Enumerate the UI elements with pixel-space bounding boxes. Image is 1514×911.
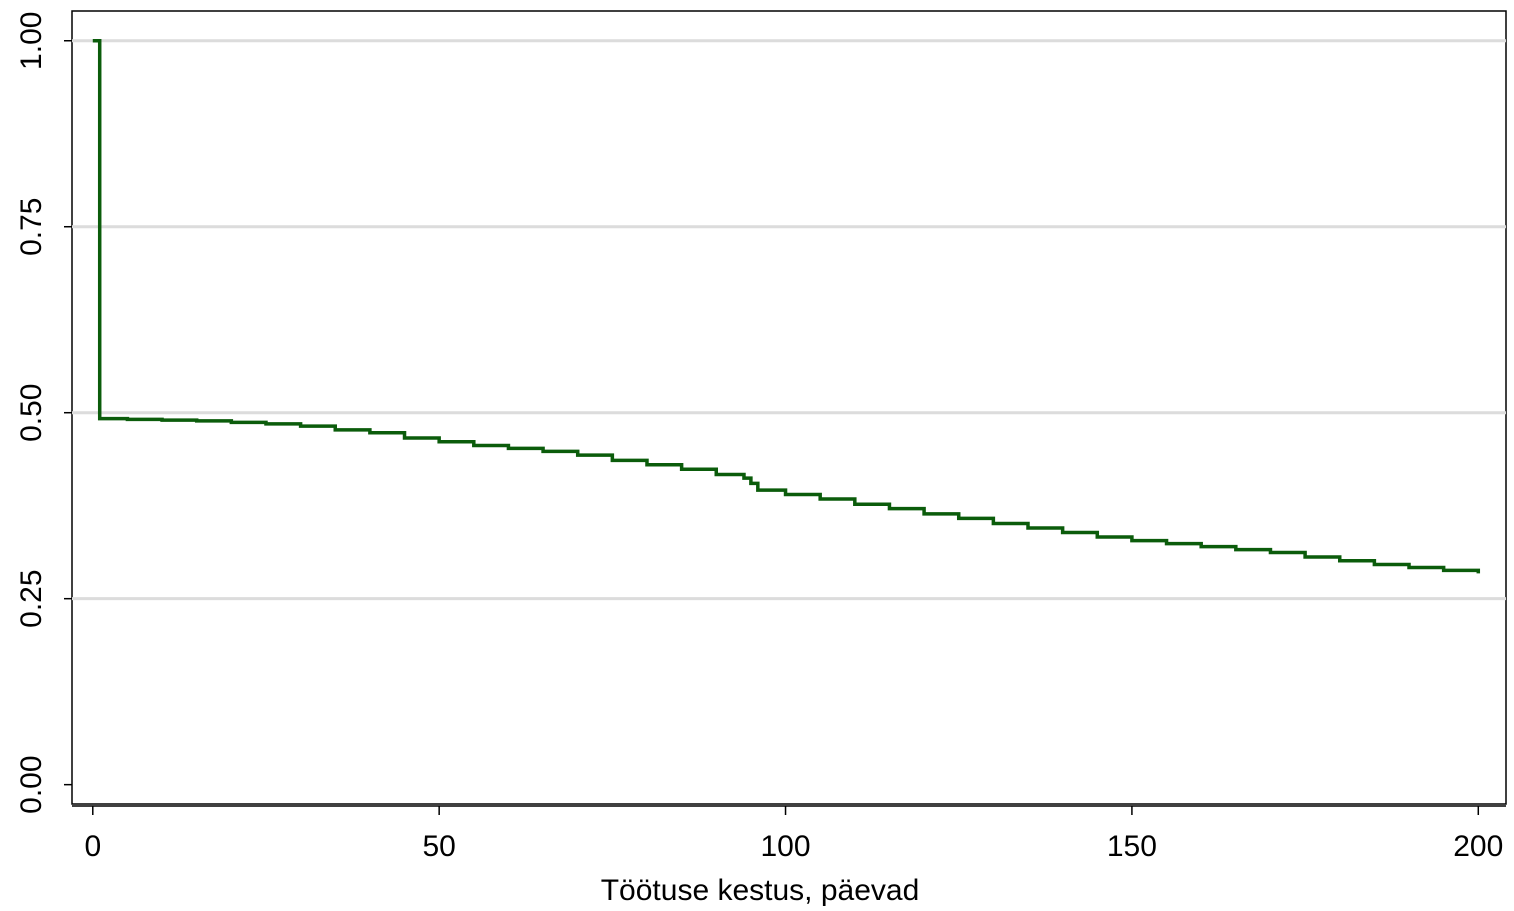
plot-area	[71, 10, 1507, 805]
x-tick-label: 150	[1107, 830, 1157, 863]
x-axis-title: Töötuse kestus, päevad	[601, 874, 920, 907]
y-axis: 0.00 0.25 0.50 0.75 1.00	[15, 12, 72, 814]
x-tick-label: 100	[761, 830, 811, 863]
x-tick-label: 50	[422, 830, 455, 863]
series-group	[92, 39, 1481, 574]
x-tick-label: 200	[1453, 830, 1503, 863]
x-tick-label: 0	[84, 830, 101, 863]
survival-line	[92, 39, 1481, 574]
gridlines	[72, 39, 1506, 601]
y-tick-label: 0.00	[15, 755, 48, 813]
y-tick-label: 0.75	[15, 198, 48, 256]
x-axis: 0 50 100 150 200	[84, 806, 1503, 863]
y-tick-label: 1.00	[15, 12, 48, 70]
y-tick-label: 0.50	[15, 384, 48, 442]
y-tick-label: 0.25	[15, 569, 48, 627]
